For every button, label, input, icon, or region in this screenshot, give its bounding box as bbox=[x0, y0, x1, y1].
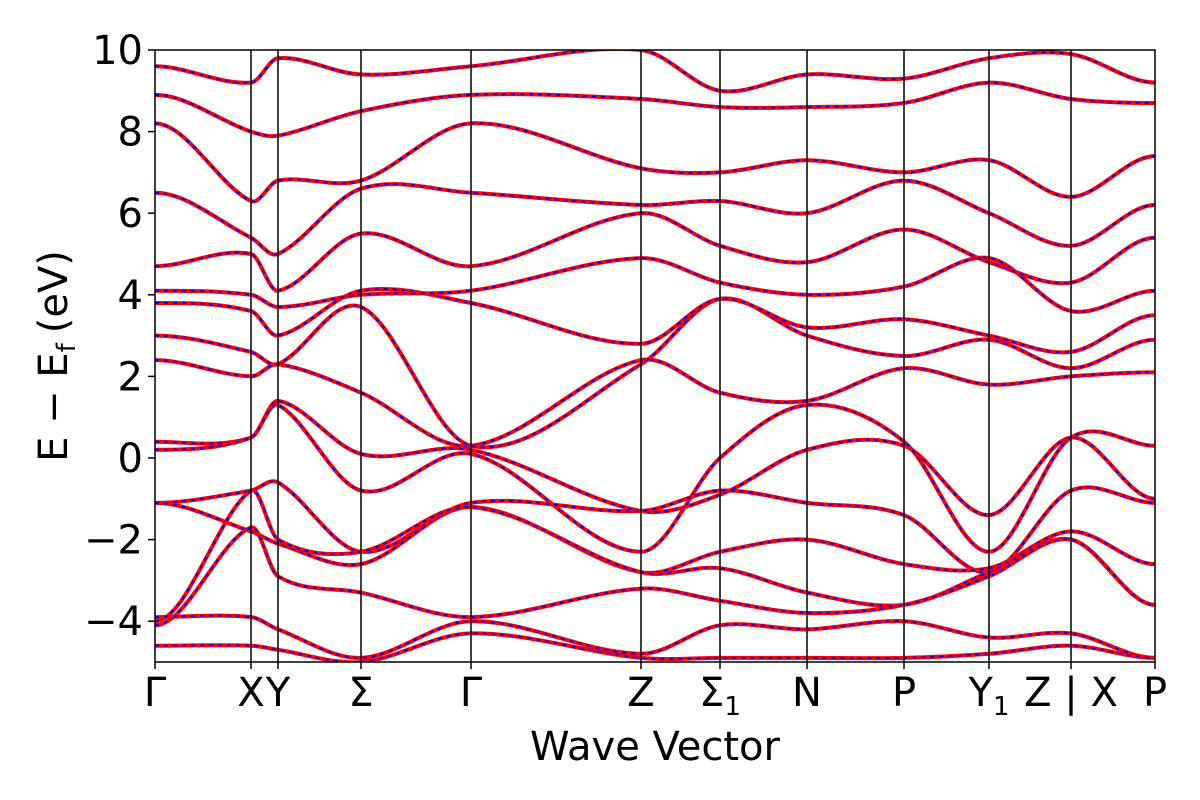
x-tick-label-main: Y bbox=[265, 670, 291, 716]
x-tick-label-sub: 1 bbox=[724, 692, 741, 722]
band-10-dashed bbox=[155, 297, 1155, 449]
x-tick-label: P bbox=[892, 670, 916, 716]
band-17-dashed bbox=[155, 50, 1155, 93]
x-tick-label: Σ1 bbox=[699, 670, 741, 722]
y-tick-label: 6 bbox=[118, 191, 143, 237]
band-1-dashed bbox=[155, 399, 1155, 517]
x-tick-label: N bbox=[792, 670, 822, 716]
band-3-dashed bbox=[155, 480, 1155, 574]
x-tick-label: Y1 bbox=[968, 670, 1010, 722]
band-8-dashed bbox=[155, 632, 1155, 662]
y-axis-label-sub: f bbox=[52, 342, 82, 352]
band-10-solid bbox=[155, 296, 1155, 450]
x-tick-label-sub: 1 bbox=[993, 692, 1010, 722]
y-tick-label: 10 bbox=[92, 28, 143, 74]
x-tick-label-main: Σ bbox=[348, 670, 373, 716]
x-tick-label-main: Z bbox=[627, 670, 654, 716]
band-3-solid bbox=[155, 479, 1155, 575]
band-14-dashed bbox=[155, 179, 1155, 256]
x-tick-label-main: Γ bbox=[460, 670, 483, 716]
y-tick-label: 2 bbox=[118, 354, 143, 400]
x-tick-label: Γ bbox=[460, 670, 483, 716]
band-5-dashed bbox=[155, 489, 1155, 623]
plot-frame bbox=[154, 49, 1156, 663]
band-13-solid bbox=[155, 211, 1155, 293]
x-tick-label: Z | X bbox=[1024, 670, 1118, 716]
x-tick-label-main: P bbox=[1143, 670, 1167, 716]
y-axis-label-unit: (eV) bbox=[31, 250, 77, 333]
x-tick-label-main: Γ bbox=[144, 670, 167, 716]
band-15-solid bbox=[155, 121, 1155, 204]
band-13-dashed bbox=[155, 212, 1155, 292]
band-11-dashed bbox=[155, 287, 1155, 354]
band-16-solid bbox=[155, 80, 1155, 139]
x-tick-label: Y bbox=[265, 670, 291, 716]
band-2-dashed bbox=[155, 403, 1155, 553]
x-tick-label-main: Σ bbox=[699, 670, 724, 716]
x-tick-label-main: Z | X bbox=[1024, 670, 1118, 716]
y-axis-label: E − Ef (eV) bbox=[31, 250, 82, 462]
x-tick-label-main: Y bbox=[968, 670, 994, 716]
x-tick-label: Γ bbox=[144, 670, 167, 716]
band-14-solid bbox=[155, 178, 1155, 257]
high-symmetry-lines bbox=[250, 50, 1072, 662]
band-2-solid bbox=[155, 402, 1155, 554]
x-tick-label: X bbox=[237, 670, 264, 716]
band-6-dashed bbox=[155, 526, 1155, 627]
x-tick-label: P bbox=[1143, 670, 1167, 716]
y-tick-label: 0 bbox=[118, 436, 143, 482]
band-lines bbox=[155, 50, 1155, 662]
x-tick-label-main: P bbox=[892, 670, 916, 716]
y-tick-label: 4 bbox=[118, 273, 143, 319]
y-axis: −4 −2 0 2 4 6 8 10 bbox=[84, 28, 155, 645]
y-axis-label-main: E − E bbox=[31, 352, 77, 462]
band-15-dashed bbox=[155, 122, 1155, 203]
x-tick-label: Σ bbox=[348, 670, 373, 716]
y-tick-label: −4 bbox=[84, 599, 143, 645]
x-tick-label-main: X bbox=[237, 670, 264, 716]
x-axis-label: Wave Vector bbox=[530, 724, 781, 770]
x-tick-label-main: N bbox=[792, 670, 822, 716]
x-tick-label: Z bbox=[627, 670, 654, 716]
y-tick-label: −2 bbox=[84, 518, 143, 564]
y-tick-label: 8 bbox=[118, 110, 143, 156]
band-1-solid bbox=[155, 398, 1155, 518]
